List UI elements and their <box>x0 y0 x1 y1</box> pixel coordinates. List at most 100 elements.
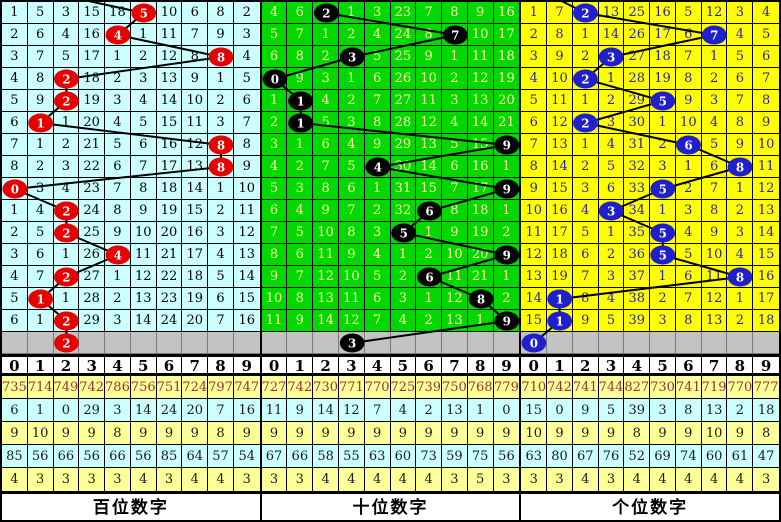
digit-column-header: 8 <box>208 357 234 375</box>
trend-cell: 4 <box>53 178 80 200</box>
trend-cell: 9 <box>313 200 339 222</box>
trend-cell: 11 <box>182 112 209 134</box>
stat-row: 9 10 9 9 8 9 9 9 8 9 <box>2 422 260 445</box>
trend-cell: 2 <box>287 156 314 178</box>
digit-column-header: 0 <box>521 357 548 375</box>
stat-cell: 74 <box>675 445 702 467</box>
panel-label-text: 百位数字 <box>92 497 169 518</box>
stat-cell: 4 <box>390 468 417 491</box>
trend-cell: 6 <box>675 24 702 46</box>
stat-cell: 9 <box>53 422 80 444</box>
digit-column-header: 3 <box>79 357 106 375</box>
trend-cell: 3 <box>727 222 754 244</box>
trend-cell: 6 <box>27 24 54 46</box>
trend-cell: 2 <box>2 222 28 244</box>
trend-cell <box>493 310 520 332</box>
trend-cell: 2 <box>727 200 754 222</box>
stat-cell: 725 <box>390 376 417 398</box>
hundreds-panel-label: 百位数字 <box>2 491 260 518</box>
trend-cell: 8 <box>572 288 599 310</box>
stat-cell: 61 <box>727 445 754 467</box>
stat-cell: 4 <box>313 468 339 491</box>
trend-cell: 7 <box>182 24 209 46</box>
trend-cell: 1 <box>572 24 599 46</box>
panel-label-text: 个位数字 <box>612 497 689 518</box>
trend-cell: 5 <box>27 222 54 244</box>
trend-cell: 4 <box>572 200 599 222</box>
trend-cell: 21 <box>493 112 520 134</box>
trend-cell <box>650 222 676 244</box>
stat-cell: 3 <box>105 468 131 491</box>
trend-cell: 10 <box>416 68 443 90</box>
trend-cell: 1 <box>364 178 391 200</box>
trend-cell: 14 <box>467 112 494 134</box>
hundreds-grid-wrap: 1 5 3 15 18 10 6 8 2 2 6 4 16 1 11 7 9 3 3 7 5 17 1 2 12 8 4 4 8 18 2 3… <box>2 2 260 354</box>
trend-cell: 2 <box>130 46 157 68</box>
trend-cell: 7 <box>364 310 391 332</box>
trend-cell: 6 <box>521 112 548 134</box>
trend-cell <box>2 178 28 200</box>
trend-cell: 6 <box>208 288 234 310</box>
trend-cell: 15 <box>753 244 779 266</box>
trend-cell: 1 <box>493 156 520 178</box>
stat-cell: 9 <box>313 422 339 444</box>
trend-cell: 3 <box>208 222 234 244</box>
digit-column-header: 1 <box>547 357 573 375</box>
trend-cell: 27 <box>79 266 106 288</box>
trend-cell: 11 <box>416 90 443 112</box>
trend-cell: 16 <box>753 266 779 288</box>
prediction-row-cell <box>233 332 260 354</box>
trend-cell: 1 <box>390 244 417 266</box>
trend-cell: 9 <box>364 134 391 156</box>
stat-cell: 9 <box>442 422 468 444</box>
stat-cell: 9 <box>572 422 599 444</box>
prediction-row-cell <box>701 332 728 354</box>
trend-cell: 6 <box>130 134 157 156</box>
trend-cell: 18 <box>467 200 494 222</box>
units-panel-label: 个位数字 <box>521 491 780 518</box>
stat-cell: 9 <box>547 422 573 444</box>
stat-row: 63 80 67 76 52 69 74 60 61 47 <box>521 445 780 468</box>
tens-grid: 4 6 1 3 23 7 8 9 16 5 7 1 2 4 24 8 10 17 6 8 2 5 25 9 1 11 18 9 3 1 6 2… <box>261 2 520 354</box>
trend-cell: 13 <box>130 288 157 310</box>
stat-cell: 8 <box>105 422 131 444</box>
stat-cell: 69 <box>650 445 676 467</box>
trend-cell: 32 <box>390 200 417 222</box>
trend-cell: 28 <box>79 288 106 310</box>
trend-cell <box>208 134 234 156</box>
panel-label-text: 十位数字 <box>352 497 429 518</box>
stat-cell: 797 <box>208 376 234 398</box>
stat-cell: 9 <box>727 422 754 444</box>
trend-cell: 16 <box>233 310 260 332</box>
units-grid: 1 7 13 25 16 5 12 3 4 2 8 1 14 26 17 6 4 5 3 9 2 27 18 7 1 5 6 4 10 1… <box>521 2 779 354</box>
trend-cell: 7 <box>105 178 131 200</box>
trend-cell: 3 <box>208 112 234 134</box>
trend-cell: 3 <box>313 68 339 90</box>
trend-cell: 16 <box>182 222 209 244</box>
trend-cell: 6 <box>287 2 314 24</box>
prediction-row-cell <box>624 332 651 354</box>
trend-cell: 18 <box>105 2 131 24</box>
stat-cell: 771 <box>338 376 365 398</box>
trend-cell <box>53 200 80 222</box>
trend-cell <box>572 2 599 24</box>
trend-cell: 6 <box>701 156 728 178</box>
trend-cell: 3 <box>105 310 131 332</box>
digit-column-header: 4 <box>365 357 391 375</box>
trend-cell: 18 <box>493 46 520 68</box>
trend-cell: 2 <box>493 288 520 310</box>
trend-cell: 3 <box>233 24 260 46</box>
trend-cell: 20 <box>493 90 520 112</box>
digit-column-header: 2 <box>313 357 339 375</box>
trend-cell: 13 <box>233 244 260 266</box>
trend-cell: 1 <box>572 90 599 112</box>
trend-cell: 17 <box>547 222 573 244</box>
trend-cell: 17 <box>182 244 209 266</box>
trend-cell: 5 <box>521 90 548 112</box>
trend-cell: 3 <box>701 90 728 112</box>
trend-cell: 5 <box>338 156 365 178</box>
trend-cell: 5 <box>233 68 260 90</box>
stat-cell: 3 <box>598 468 625 491</box>
trend-cell: 1 <box>105 46 131 68</box>
